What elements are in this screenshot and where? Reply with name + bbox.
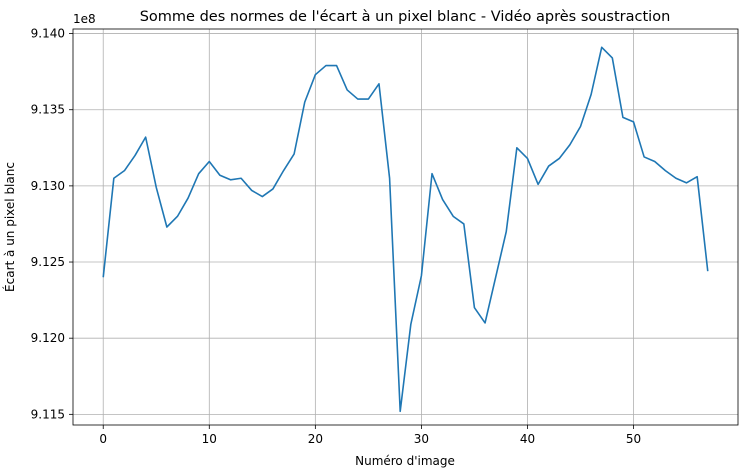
axis-ticks: 0 10 20 30 40 50 9.115 9.120 9.125 9.130 9.135 9.14… [31,27,642,446]
x-tick-label: 50 [626,432,641,446]
y-tick-label: 9.120 [31,331,65,345]
x-tick-label: 20 [308,432,323,446]
x-tick-label: 40 [520,432,535,446]
y-tick-label: 9.135 [31,103,65,117]
x-tick-label: 10 [202,432,217,446]
y-tick-label: 9.115 [31,407,65,421]
x-tick-label: 0 [99,432,107,446]
x-tick-label: 30 [414,432,429,446]
y-tick-label: 9.140 [31,27,65,41]
y-axis-label: Écart à un pixel blanc [2,162,17,292]
grid-lines [73,29,738,425]
x-axis-label: Numéro d'image [355,454,455,468]
plot-area-frame [72,28,739,426]
data-series-line [102,46,709,413]
chart-title: Somme des normes de l'écart à un pixel b… [140,9,671,25]
y-offset-label: 1e8 [73,12,96,26]
y-tick-label: 9.130 [31,179,65,193]
y-tick-label: 9.125 [31,255,65,269]
